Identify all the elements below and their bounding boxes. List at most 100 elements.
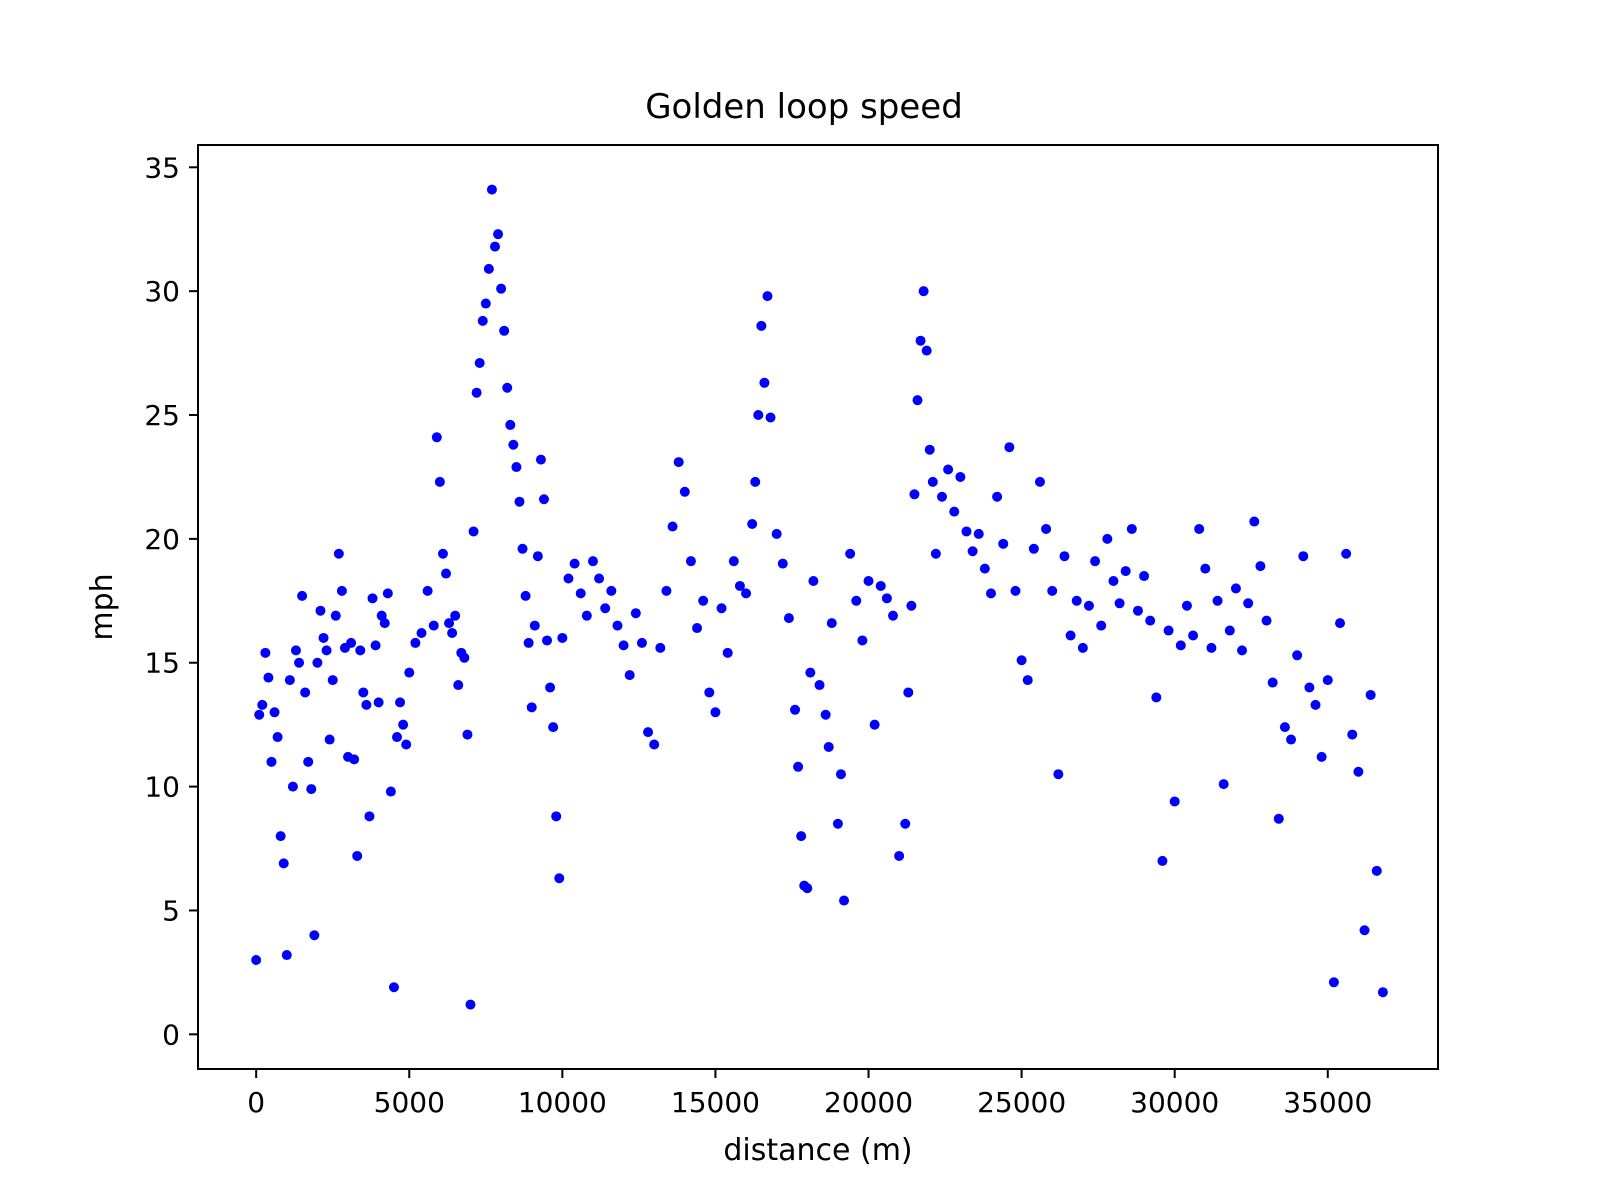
data-point [538, 494, 549, 505]
data-point [410, 637, 421, 648]
data-point [1359, 925, 1370, 936]
data-point [511, 462, 522, 473]
data-point [545, 682, 556, 693]
scatter-points [251, 184, 1388, 1010]
data-point [392, 732, 403, 743]
data-point [373, 697, 384, 708]
data-point [915, 335, 926, 346]
data-point [569, 558, 580, 569]
data-point [1145, 615, 1156, 626]
data-point [548, 722, 559, 733]
data-point [612, 620, 623, 631]
data-point [496, 283, 507, 294]
data-point [385, 786, 396, 797]
data-point [486, 184, 497, 195]
data-point [777, 558, 788, 569]
data-point [1022, 675, 1033, 686]
data-point [266, 756, 277, 767]
y-tick-label: 10 [144, 771, 180, 804]
data-point [643, 727, 654, 738]
data-point [300, 687, 311, 698]
data-point [251, 955, 262, 966]
data-point [1224, 625, 1235, 636]
data-point [254, 709, 265, 720]
data-point [679, 486, 690, 497]
data-point [557, 632, 568, 643]
data-point [961, 526, 972, 537]
data-point [422, 585, 433, 596]
data-point [716, 603, 727, 614]
x-tick-label: 10000 [518, 1086, 607, 1119]
data-point [903, 687, 914, 698]
data-point [431, 432, 442, 443]
data-point [618, 640, 629, 651]
data-point [1273, 813, 1284, 824]
chart-title: Golden loop speed [645, 87, 963, 127]
data-point [1335, 618, 1346, 629]
data-point [796, 831, 807, 842]
data-point [1371, 865, 1382, 876]
data-point [1353, 766, 1364, 777]
plot-frame [197, 144, 1439, 1070]
data-point [462, 729, 473, 740]
data-point [1304, 682, 1315, 693]
data-point [1328, 977, 1339, 988]
data-point [704, 687, 715, 698]
data-point [808, 575, 819, 586]
data-point [1126, 523, 1137, 534]
data-point [355, 645, 366, 656]
data-point [493, 229, 504, 240]
data-point [1071, 595, 1082, 606]
data-point [1230, 583, 1241, 594]
data-point [759, 377, 770, 388]
data-point [1249, 516, 1260, 527]
data-point [1157, 855, 1168, 866]
data-point [747, 519, 758, 530]
data-point [1341, 548, 1352, 559]
data-point [333, 548, 344, 559]
data-point [441, 568, 451, 579]
data-point [802, 883, 813, 894]
data-point [1267, 677, 1278, 688]
y-tick-label: 0 [162, 1018, 180, 1051]
data-point [453, 680, 464, 691]
data-point [722, 647, 733, 658]
y-axis-label: mph [85, 573, 120, 640]
data-point [985, 588, 996, 599]
data-point [1059, 551, 1070, 562]
data-point [269, 707, 280, 718]
data-point [1347, 729, 1358, 740]
data-point [857, 635, 868, 646]
data-point [753, 410, 764, 421]
data-point [1132, 605, 1143, 616]
data-point [1083, 600, 1094, 611]
y-tick-label: 20 [144, 523, 180, 556]
data-point [330, 610, 341, 621]
data-point [955, 471, 966, 482]
data-point [1041, 523, 1052, 534]
data-point [526, 702, 537, 713]
data-point [1102, 533, 1113, 544]
data-point [535, 454, 546, 465]
data-point [257, 699, 268, 710]
data-point [698, 595, 709, 606]
data-point [508, 439, 519, 450]
data-point [388, 982, 399, 993]
data-point [649, 739, 660, 750]
data-point [820, 709, 831, 720]
data-point [263, 672, 274, 683]
data-point [894, 850, 905, 861]
data-point [685, 556, 696, 567]
data-point [1065, 630, 1076, 641]
data-point [318, 632, 329, 643]
data-point [1028, 543, 1039, 554]
data-point [1034, 476, 1045, 487]
data-point [1206, 642, 1217, 653]
data-point [306, 784, 317, 795]
data-point [290, 645, 301, 656]
data-point [790, 704, 801, 715]
x-tick-label: 20000 [824, 1086, 913, 1119]
data-point [450, 610, 461, 621]
data-point [483, 263, 494, 274]
